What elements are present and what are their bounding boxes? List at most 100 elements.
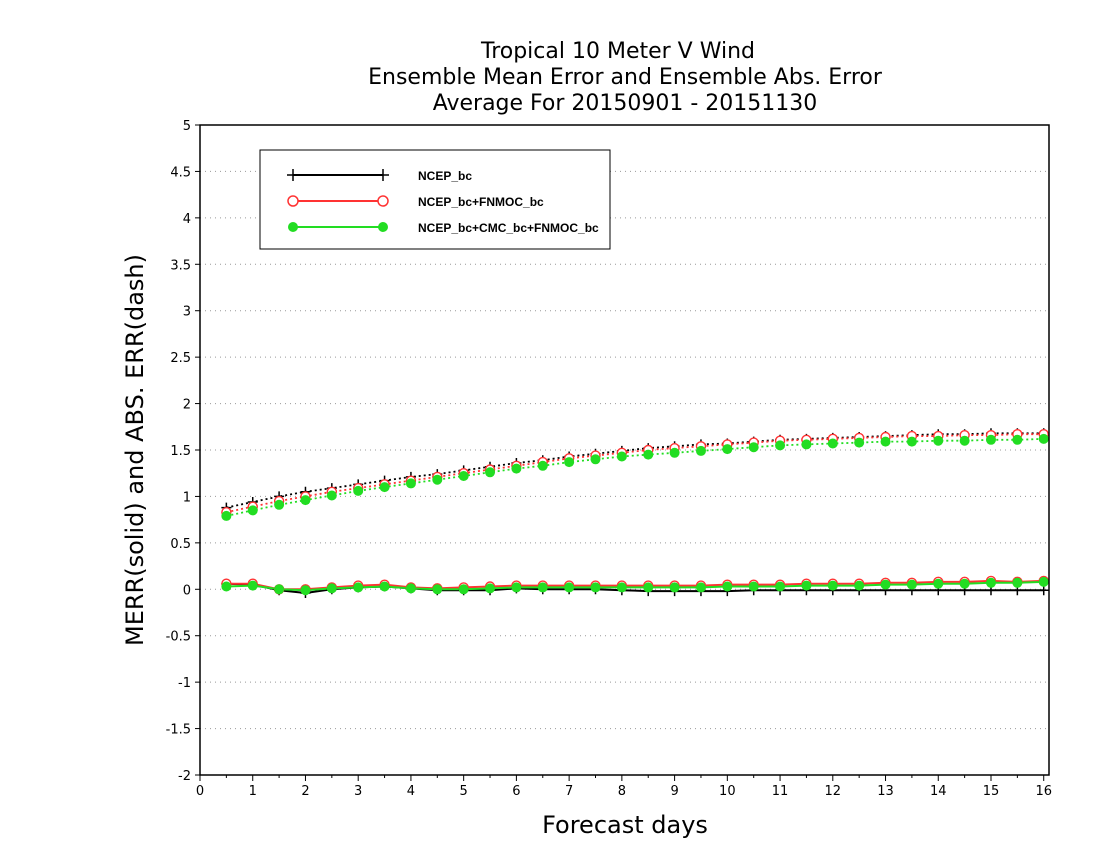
x-tick-label: 15 [983,784,1000,799]
point-merr-ncep-bc-cmc-bc-fnmoc-bc [379,581,390,592]
y-tick-label: -1.5 [166,723,191,738]
point-merr-ncep-bc-cmc-bc-fnmoc-bc [485,583,496,594]
ticks-layer: 54.543.532.521.510.50-0.5-1-1.5-20 1 2 3 4 5 6… [166,119,1052,799]
legend-marker-plus [377,169,389,181]
legend-item-ncep-bc: NCEP_bc [287,169,472,183]
point-merr-ncep-bc-cmc-bc-fnmoc-bc [405,583,416,594]
legend-label-ncep-bc: NCEP_bc [418,169,472,183]
y-tick-label: 2 [183,398,191,413]
x-tick-label: 5 [460,784,468,799]
legend: NCEP_bc NCEP_bc+FNMOC_bc NCEP_bc+CMC_bc+… [259,149,611,250]
chart-title-line-3: Average For 20150901 - 20151130 [433,91,818,116]
point-merr-ncep-bc-cmc-bc-fnmoc-bc [854,580,865,591]
point-merr-ncep-bc-cmc-bc-fnmoc-bc [300,585,311,596]
chart-title-line-2: Ensemble Mean Error and Ensemble Abs. Er… [368,65,883,90]
point-abs-err-ncep-bc-cmc-bc-fnmoc-bc [300,495,311,506]
point-merr-ncep-bc-cmc-bc-fnmoc-bc [880,579,891,590]
legend-label-ncep-bc-cmc-bc-fnmoc-bc: NCEP_bc+CMC_bc+FNMOC_bc [418,221,599,235]
point-merr-ncep-bc-cmc-bc-fnmoc-bc [590,582,601,593]
x-tick-label: 0 [196,784,204,799]
point-abs-err-ncep-bc-cmc-bc-fnmoc-bc [933,435,944,446]
point-abs-err-ncep-bc-cmc-bc-fnmoc-bc [1038,433,1049,444]
x-tick-label: 1 [249,784,257,799]
legend-marker-filled-circle [288,222,298,232]
x-axis-label: Forecast days [542,811,708,839]
x-tick-label: 6 [512,784,520,799]
legend-item-ncep-bc-cmc-bc-fnmoc-bc: NCEP_bc+CMC_bc+FNMOC_bc [288,221,599,235]
point-abs-err-ncep-bc-cmc-bc-fnmoc-bc [379,482,390,493]
y-tick-label: 4 [183,212,191,227]
point-abs-err-ncep-bc-cmc-bc-fnmoc-bc [827,438,838,449]
y-tick-label: -0.5 [166,630,191,645]
point-abs-err-ncep-bc-cmc-bc-fnmoc-bc [537,460,548,471]
point-merr-ncep-bc [1038,585,1049,596]
series-line-abs-err-ncep-bc-fnmoc-bc [226,433,1044,514]
point-abs-err-ncep-bc-cmc-bc-fnmoc-bc [247,505,258,516]
point-abs-err-ncep-bc-cmc-bc-fnmoc-bc [564,457,575,468]
legend-marker-filled-circle [378,222,388,232]
point-merr-ncep-bc-cmc-bc-fnmoc-bc [775,581,786,592]
point-merr-ncep-bc-cmc-bc-fnmoc-bc [906,579,917,590]
x-tick-label: 11 [772,784,789,799]
point-merr-ncep-bc-cmc-bc-fnmoc-bc [801,580,812,591]
point-abs-err-ncep-bc-cmc-bc-fnmoc-bc [906,436,917,447]
y-axis-label: MERR(solid) and ABS. ERR(dash) [121,254,149,646]
x-tick-label: 14 [930,784,947,799]
point-abs-err-ncep-bc-cmc-bc-fnmoc-bc [643,449,654,460]
y-tick-label: 3 [183,305,191,320]
y-tick-label: 0.5 [170,537,191,552]
point-abs-err-ncep-bc-cmc-bc-fnmoc-bc [959,435,970,446]
y-tick-label: 5 [183,119,191,134]
point-merr-ncep-bc-cmc-bc-fnmoc-bc [537,582,548,593]
point-merr-ncep-bc-cmc-bc-fnmoc-bc [722,581,733,592]
point-abs-err-ncep-bc-cmc-bc-fnmoc-bc [221,510,232,521]
x-tick-label: 16 [1035,784,1052,799]
point-merr-ncep-bc-cmc-bc-fnmoc-bc [695,582,706,593]
x-tick-label: 3 [354,784,362,799]
y-tick-label: 1 [183,490,191,505]
x-tick-label: 7 [565,784,573,799]
point-abs-err-ncep-bc-cmc-bc-fnmoc-bc [458,471,469,481]
point-abs-err-ncep-bc-cmc-bc-fnmoc-bc [432,474,443,485]
point-abs-err-ncep-bc-cmc-bc-fnmoc-bc [590,454,601,465]
point-merr-ncep-bc-cmc-bc-fnmoc-bc [748,581,759,592]
point-abs-err-ncep-bc-cmc-bc-fnmoc-bc [511,463,522,474]
point-merr-ncep-bc-cmc-bc-fnmoc-bc [511,582,522,593]
point-abs-err-ncep-bc-cmc-bc-fnmoc-bc [748,442,759,453]
point-abs-err-ncep-bc-cmc-bc-fnmoc-bc [801,439,812,450]
y-tick-label: -1 [178,676,191,691]
point-merr-ncep-bc-cmc-bc-fnmoc-bc [1038,576,1049,587]
point-abs-err-ncep-bc-cmc-bc-fnmoc-bc [1012,434,1023,445]
x-tick-label: 8 [618,784,626,799]
legend-item-ncep-bc-fnmoc-bc: NCEP_bc+FNMOC_bc [287,195,544,209]
x-tick-label: 9 [670,784,678,799]
legend-marker-plus [287,169,299,181]
x-tick-label: 2 [301,784,309,799]
legend-label-ncep-bc-fnmoc-bc: NCEP_bc+FNMOC_bc [418,195,544,209]
point-abs-err-ncep-bc-cmc-bc-fnmoc-bc [695,445,706,456]
point-merr-ncep-bc-cmc-bc-fnmoc-bc [985,577,996,588]
point-merr-ncep-bc-cmc-bc-fnmoc-bc [669,582,680,593]
point-abs-err-ncep-bc-cmc-bc-fnmoc-bc [353,485,364,496]
point-merr-ncep-bc-cmc-bc-fnmoc-bc [959,578,970,589]
x-tick-label: 10 [719,784,736,799]
y-tick-label: 1.5 [170,444,191,459]
y-tick-label: -2 [178,769,191,784]
point-merr-ncep-bc-cmc-bc-fnmoc-bc [247,580,258,591]
y-tick-label: 3.5 [170,258,191,273]
point-abs-err-ncep-bc-cmc-bc-fnmoc-bc [485,467,496,478]
point-abs-err-ncep-bc-cmc-bc-fnmoc-bc [985,434,996,445]
point-merr-ncep-bc-cmc-bc-fnmoc-bc [564,582,575,593]
point-merr-ncep-bc-cmc-bc-fnmoc-bc [353,582,364,593]
point-abs-err-ncep-bc-cmc-bc-fnmoc-bc [669,447,680,458]
point-merr-ncep-bc-cmc-bc-fnmoc-bc [933,578,944,589]
point-merr-ncep-bc-cmc-bc-fnmoc-bc [1012,577,1023,588]
x-tick-label: 12 [825,784,842,799]
point-abs-err-ncep-bc-cmc-bc-fnmoc-bc [854,437,865,448]
point-abs-err-ncep-bc-cmc-bc-fnmoc-bc [880,436,891,447]
point-merr-ncep-bc-cmc-bc-fnmoc-bc [432,584,443,595]
x-tick-label: 4 [407,784,415,799]
point-merr-ncep-bc-cmc-bc-fnmoc-bc [616,582,627,593]
legend-marker-open-circle [287,195,299,207]
